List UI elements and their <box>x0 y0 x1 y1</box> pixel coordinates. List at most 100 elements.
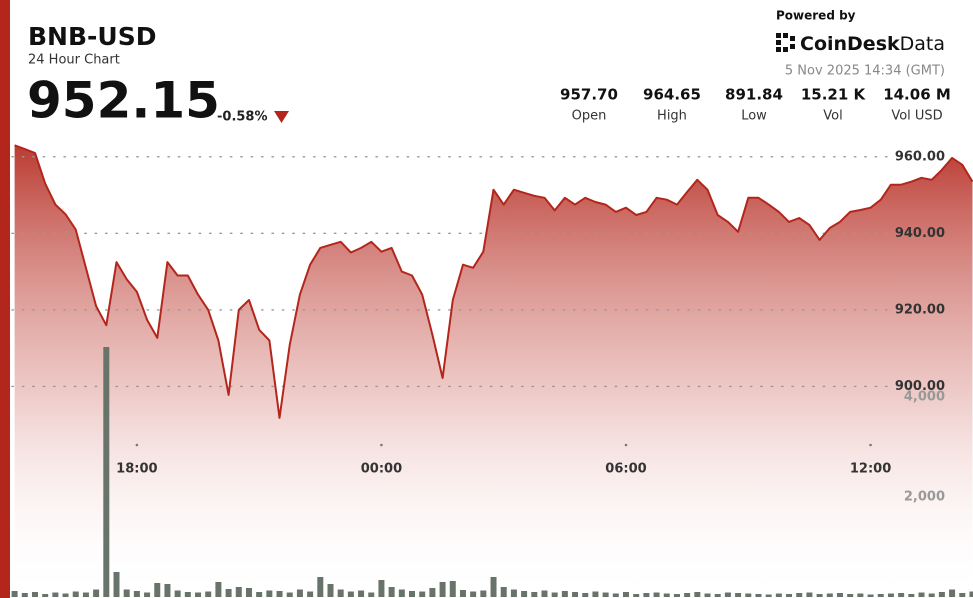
volume-bar <box>42 594 49 597</box>
volume-bar <box>347 591 354 597</box>
volume-bar <box>551 592 558 597</box>
volume-bar <box>174 590 181 597</box>
volume-bar <box>337 589 344 597</box>
y2-tick-label: 2,000 <box>904 490 945 505</box>
volume-bar <box>409 591 416 597</box>
volume-bar <box>154 583 161 597</box>
volume-bar <box>205 591 212 597</box>
volume-bar <box>21 593 28 597</box>
symbol: BNB-USD <box>28 22 156 51</box>
logo-icon <box>776 33 795 52</box>
volume-bar <box>592 591 599 597</box>
x-tick <box>869 443 872 447</box>
volume-bar <box>235 587 242 597</box>
subtitle: 24 Hour Chart <box>28 53 120 68</box>
volume-bar <box>317 577 324 597</box>
timestamp: 5 Nov 2025 14:34 (GMT) <box>785 64 945 79</box>
volume-bar <box>286 592 293 597</box>
volume-bar <box>806 592 813 597</box>
brand-main: CoinDesk <box>800 33 900 55</box>
stat-label: Low <box>741 109 767 124</box>
volume-bar <box>82 592 89 597</box>
volume-bar <box>612 593 619 597</box>
volume-bar <box>276 591 283 597</box>
volume-bar <box>775 593 782 597</box>
volume-bar <box>266 590 273 597</box>
powered-by: Powered by <box>776 9 856 23</box>
volume-bar <box>694 592 701 597</box>
price-area <box>14 145 973 598</box>
volume-bar <box>735 593 742 597</box>
volume-bar <box>623 592 629 597</box>
volume-bar <box>969 591 973 597</box>
stat-label: Vol USD <box>891 109 942 124</box>
volume-bar <box>459 590 466 597</box>
stat-value: 964.65 <box>643 86 701 104</box>
volume-bar <box>31 592 38 597</box>
volume-bar <box>368 592 375 597</box>
volume-bar <box>745 593 752 597</box>
stat-label: High <box>657 109 687 124</box>
volume-bar <box>867 594 874 597</box>
volume-bar <box>388 587 395 597</box>
volume-bar <box>419 591 426 597</box>
volume-bar <box>714 594 721 597</box>
volume-bar <box>378 580 385 597</box>
volume-bar <box>673 594 680 597</box>
stat-value: 15.21 K <box>801 86 867 104</box>
volume-bar <box>256 592 263 597</box>
volume-bar <box>816 594 823 597</box>
stat-value: 957.70 <box>560 86 618 104</box>
volume-bar <box>918 592 925 597</box>
down-arrow <box>274 111 289 123</box>
volume-bar <box>439 582 446 597</box>
volume-bar <box>93 589 100 597</box>
x-tick-label: 06:00 <box>605 462 646 477</box>
x-tick <box>380 443 383 447</box>
volume-bar <box>765 594 772 597</box>
x-tick <box>624 443 628 447</box>
volume-bar <box>490 577 497 597</box>
volume-bar <box>429 588 436 597</box>
volume-bar <box>684 593 691 597</box>
volume-bar <box>296 589 303 597</box>
volume-bar <box>113 572 120 597</box>
price: 952.15 <box>27 72 220 130</box>
stats: 957.70 Open 964.65 High 891.84 Low 15.21 K Vol 1… <box>560 86 951 124</box>
volume-bar <box>561 591 568 597</box>
volume-bar <box>327 584 334 597</box>
brand-sub: Data <box>900 33 945 55</box>
volume-bar <box>959 593 966 597</box>
volume-bar <box>541 590 548 597</box>
stat-value: 891.84 <box>725 86 783 104</box>
volume-bar <box>449 581 456 597</box>
volume-bar <box>857 593 864 597</box>
volume-bar <box>653 592 660 597</box>
volume-bar <box>877 594 884 597</box>
x-tick-label: 12:00 <box>850 462 891 477</box>
brand: CoinDeskData <box>800 33 945 55</box>
price-line <box>14 144 973 419</box>
volume-bar <box>928 593 935 597</box>
volume-bar <box>704 593 711 597</box>
volume-bar <box>195 592 202 597</box>
volume-bar <box>938 592 945 597</box>
stat-label: Open <box>572 109 607 124</box>
volume-bar <box>908 594 915 597</box>
volume-bar <box>643 593 650 597</box>
volume-bar <box>531 592 538 597</box>
volume-bar <box>11 591 18 597</box>
volume-bar <box>470 591 477 597</box>
volume-bar <box>164 584 171 597</box>
x-tick-label: 00:00 <box>361 462 402 477</box>
volume-bar <box>755 594 762 597</box>
accent-bar <box>0 0 10 598</box>
volume-bar <box>245 588 252 597</box>
volume-bar <box>184 592 191 597</box>
volume-bar <box>633 594 640 597</box>
stat-label: Vol <box>823 109 842 124</box>
volume-bar <box>826 593 833 597</box>
volume-bar <box>52 592 59 597</box>
y-tick-label: 900.00 <box>895 379 945 394</box>
